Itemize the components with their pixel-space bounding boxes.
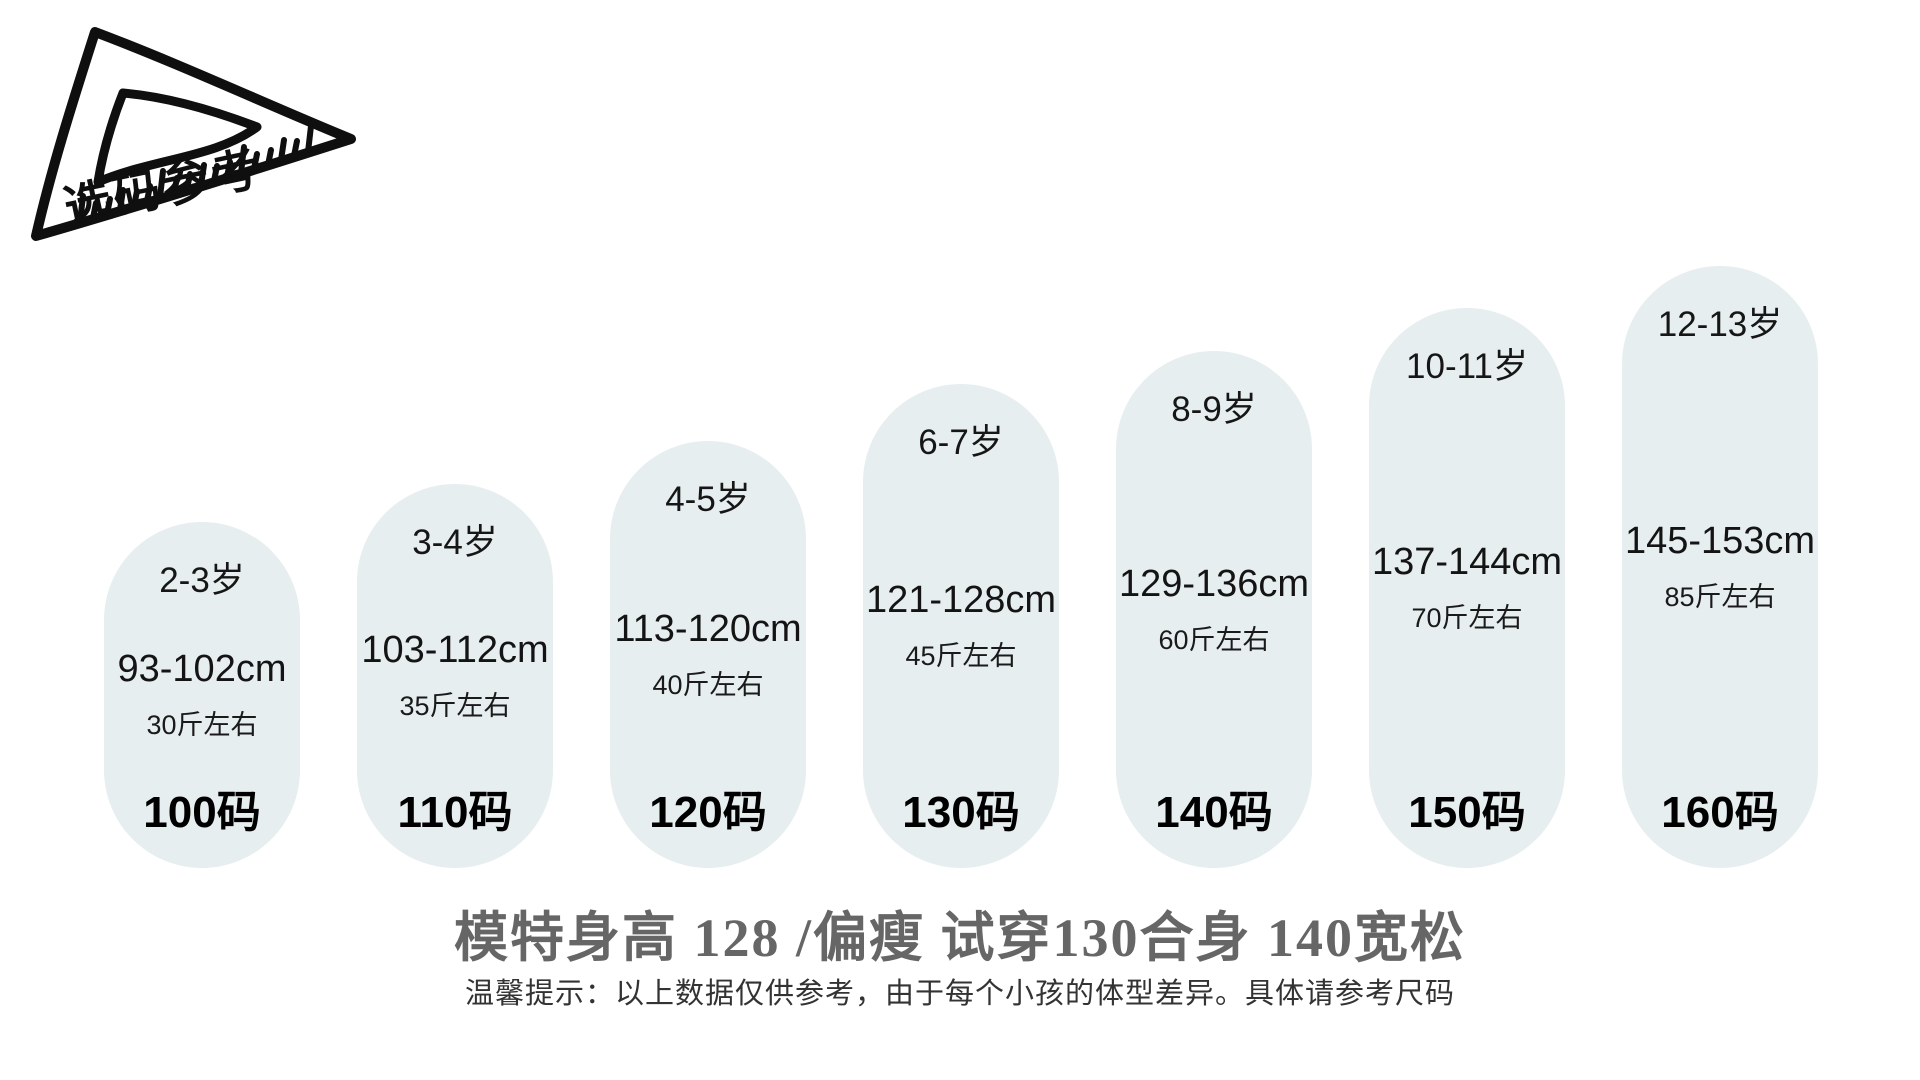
weight-range: 30斤左右: [146, 710, 258, 740]
size-tip-note: 温馨提示：以上数据仅供参考，由于每个小孩的体型差异。具体请参考尺码: [464, 978, 1455, 1010]
weight-range: 60斤左右: [1158, 624, 1270, 655]
triangle-ruler-icon: [31, 27, 356, 241]
height-range: 113-120cm: [614, 607, 802, 650]
size-pills-row: 2-3岁 93-102cm 30斤左右 100码 3-4岁 103-112cm …: [104, 266, 1818, 868]
weight-range: 45斤左右: [905, 641, 1017, 671]
model-fit-note: 模特身高 128 /偏瘦 试穿130合身 140宽松: [453, 908, 1466, 968]
height-range: 93-102cm: [117, 648, 287, 690]
size-code: 160码: [1661, 788, 1779, 837]
size-code: 130码: [902, 788, 1020, 837]
size-pill-110: 3-4岁 103-112cm 35斤左右 110码: [357, 484, 553, 868]
height-range: 103-112cm: [361, 629, 549, 671]
size-pill-130: 6-7岁 121-128cm 45斤左右 130码: [863, 384, 1059, 868]
size-code: 110码: [397, 788, 513, 837]
age-range: 8-9岁: [1171, 390, 1257, 429]
size-code: 150码: [1408, 788, 1526, 837]
size-pill-160: 12-13岁 145-153cm 85斤左右 160码: [1622, 266, 1818, 868]
age-range: 12-13岁: [1657, 305, 1783, 344]
size-pill-150: 10-11岁 137-144cm 70斤左右 150码: [1369, 308, 1565, 868]
height-range: 129-136cm: [1118, 562, 1310, 605]
weight-range: 35斤左右: [399, 691, 511, 721]
weight-range: 70斤左右: [1411, 603, 1523, 633]
size-code: 100码: [143, 788, 261, 837]
height-range: 121-128cm: [865, 579, 1057, 621]
weight-range: 85斤左右: [1664, 582, 1776, 612]
age-range: 3-4岁: [412, 523, 498, 562]
height-range: 145-153cm: [1624, 520, 1816, 562]
age-range: 4-5岁: [665, 480, 751, 519]
size-pill-140: 8-9岁 129-136cm 60斤左右 140码: [1116, 351, 1312, 868]
weight-range: 40斤左右: [652, 669, 764, 700]
size-pill-120: 4-5岁 113-120cm 40斤左右 120码: [610, 441, 806, 868]
size-code: 140码: [1155, 788, 1273, 837]
height-range: 137-144cm: [1371, 541, 1563, 583]
size-pill-100: 2-3岁 93-102cm 30斤左右 100码: [104, 522, 300, 868]
age-range: 2-3岁: [159, 561, 245, 600]
age-range: 10-11岁: [1406, 347, 1528, 386]
age-range: 6-7岁: [918, 423, 1004, 462]
logo: 选码参考: [0, 0, 400, 290]
size-code: 120码: [649, 788, 767, 837]
